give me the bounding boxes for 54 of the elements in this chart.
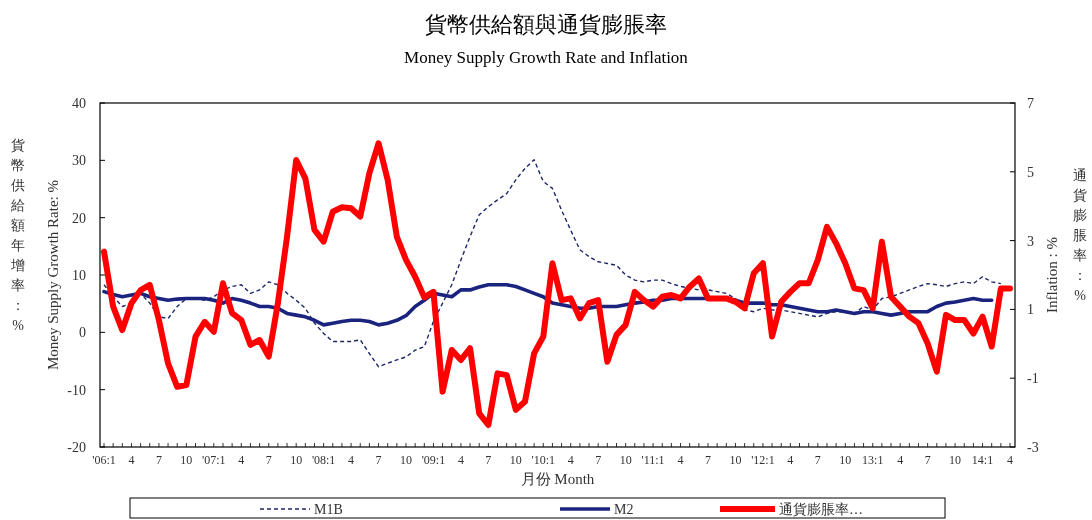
x-tick-label: '06:1 (92, 453, 116, 467)
x-tick-label: 7 (485, 453, 492, 467)
x-tick-label: '07:1 (202, 453, 226, 467)
y-tick-label: 0 (79, 325, 86, 341)
x-tick-label: 10 (729, 453, 742, 467)
x-tick-label: 7 (375, 453, 382, 467)
x-tick-label: '08:1 (311, 453, 336, 467)
y-tick-label: 40 (72, 96, 86, 111)
legend-label: M2 (614, 502, 634, 517)
x-tick-label: 4 (567, 453, 574, 467)
x-tick-label: 4 (897, 453, 904, 467)
x-tick-label: 4 (457, 453, 464, 467)
x-tick-label: 7 (265, 453, 272, 467)
y-tick-label: 10 (72, 268, 86, 283)
subtitle: Money Supply Growth Rate and Inflation (404, 48, 688, 67)
x-tick-label: '09:1 (421, 453, 446, 467)
x-tick-label: 7 (814, 453, 821, 467)
text: 貨幣供給額年增率：% Money Supply Growth Rate: % (11, 138, 61, 370)
x-tick-label: 10 (619, 453, 632, 467)
x-tick-label: '12:1 (751, 453, 775, 467)
x-axis-title: 月份 Month (520, 471, 595, 487)
y2-tick-label: 5 (1027, 164, 1034, 180)
y2-tick-label: 7 (1027, 96, 1034, 111)
x-tick-label: 7 (705, 453, 711, 467)
x-tick-label: 7 (155, 453, 162, 467)
x-tick-label: '11:1 (641, 453, 665, 467)
x-tick-label: 7 (595, 453, 602, 467)
x-tick-label: 4 (238, 453, 245, 467)
x-tick-label: 10 (839, 453, 852, 467)
y2-tick-label: 1 (1027, 302, 1034, 318)
y-tick-label: -10 (67, 382, 86, 398)
x-tick-label: 13:1 (862, 453, 884, 467)
x-tick-label: 4 (128, 453, 135, 467)
x-tick-label: 4 (1007, 453, 1013, 467)
x-tick-label: 10 (949, 453, 962, 467)
y-tick-label: 30 (72, 153, 86, 169)
x-tick-label: 10 (180, 453, 193, 467)
x-tick-label: 14:1 (971, 453, 994, 467)
y2-tick-label: -3 (1027, 440, 1039, 455)
x-tick-label: 4 (348, 453, 355, 467)
x-tick-label: 10 (400, 453, 412, 467)
x-tick-label: 4 (677, 453, 684, 467)
legend-label: 通貨膨脹率… (779, 502, 863, 517)
y2-tick-label: -1 (1027, 371, 1039, 387)
x-tick-label: 10 (509, 453, 522, 467)
x-tick-label: 4 (787, 453, 794, 467)
title: 貨幣供給額與通貨膨脹率 (425, 12, 667, 37)
y2-tick-label: 3 (1027, 233, 1034, 249)
y-tick-label: 20 (72, 210, 86, 226)
legend-label: M1B (314, 502, 343, 517)
x-tick-label: 10 (290, 453, 303, 467)
y-tick-label: -20 (67, 440, 86, 455)
x-tick-label: 7 (924, 453, 931, 467)
x-tick-label: '10:1 (531, 453, 556, 467)
